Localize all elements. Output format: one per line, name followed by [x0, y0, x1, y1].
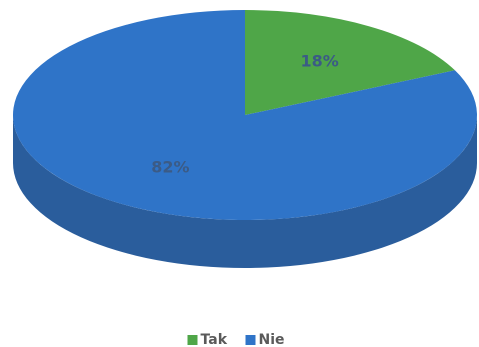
pie-slice — [245, 10, 455, 115]
legend-label: Nie — [259, 332, 285, 347]
value-label: 18% — [300, 51, 338, 70]
value-label: 82% — [151, 158, 189, 177]
pie-slice — [13, 10, 478, 220]
pie-side — [13, 115, 477, 268]
legend-swatch — [245, 335, 256, 345]
legend-label: Tak — [201, 332, 228, 347]
legend-swatch — [187, 335, 198, 345]
